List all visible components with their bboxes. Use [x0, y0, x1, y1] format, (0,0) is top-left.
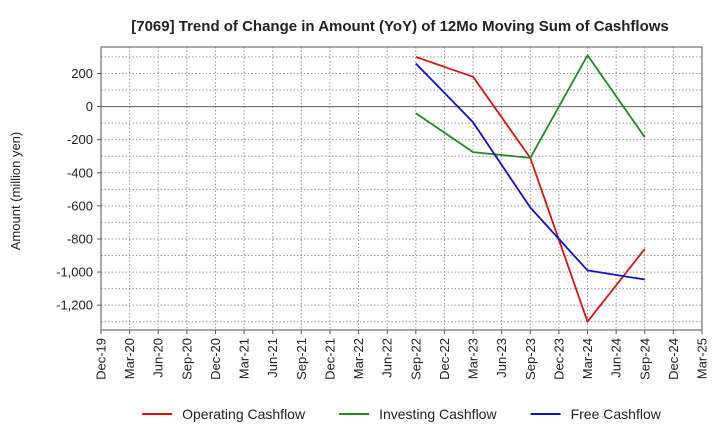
legend-item-operating-cashflow: Operating Cashflow: [142, 406, 306, 422]
y-tick-label: -600: [67, 198, 93, 213]
x-tick-label: Sep-24: [637, 338, 652, 380]
x-tick-label: Mar-25: [695, 338, 710, 379]
legend: Operating Cashflow Investing Cashflow Free…: [142, 406, 662, 422]
legend-label: Investing Cashflow: [379, 406, 497, 422]
x-tick-label: Dec-19: [94, 338, 109, 380]
x-tick-label: Mar-22: [351, 338, 366, 379]
y-tick-label: -1,000: [56, 265, 93, 280]
y-tick-label: -1,200: [56, 298, 93, 313]
x-tick-label: Mar-20: [122, 338, 137, 379]
y-tick-label: -400: [67, 165, 93, 180]
series-line-free-cashflow: [415, 62, 645, 281]
x-tick-label: Mar-23: [466, 338, 481, 379]
y-axis-label: Amount (million yen): [8, 132, 23, 251]
x-tick-label: Sep-23: [523, 338, 538, 380]
chart-title: [7069] Trend of Change in Amount (YoY) o…: [131, 18, 669, 35]
x-tick-label: Sep-21: [294, 338, 309, 380]
plot-area-frame: [100, 46, 703, 331]
legend-label: Operating Cashflow: [182, 406, 306, 422]
x-tick-label: Dec-24: [666, 338, 681, 380]
series-lines: [415, 54, 646, 323]
x-tick-label: Dec-20: [208, 338, 223, 380]
x-tick-label: Mar-24: [580, 338, 595, 379]
y-tick-label: -800: [67, 231, 93, 246]
x-tick-label: Sep-22: [408, 338, 423, 380]
x-tick-label: Mar-21: [237, 338, 252, 379]
x-tick-label: Jun-23: [494, 338, 509, 378]
y-tick-label: -200: [67, 132, 93, 147]
legend-item-free-cashflow: Free Cashflow: [530, 406, 662, 422]
x-tick-label: Jun-22: [380, 338, 395, 378]
legend-item-investing-cashflow: Investing Cashflow: [339, 406, 497, 422]
grid-lines: [100, 47, 703, 330]
x-tick-label: Jun-20: [151, 338, 166, 378]
x-tick-label: Dec-21: [322, 338, 337, 380]
x-tick-label: Sep-20: [179, 338, 194, 380]
series-line-investing-cashflow: [415, 54, 646, 159]
x-axis-ticks: Dec-19 Mar-20 Jun-20 Sep-20 Dec-20 Mar-21 Jun-…: [94, 330, 710, 380]
x-tick-label: Dec-22: [437, 338, 452, 380]
legend-label: Free Cashflow: [571, 406, 662, 422]
x-tick-label: Jun-21: [265, 338, 280, 378]
y-tick-label: 200: [71, 66, 93, 81]
y-axis-ticks: 200 0 -200 -400 -600 -800 -1,000 -1,200: [56, 66, 101, 313]
x-tick-label: Dec-23: [551, 338, 566, 380]
y-tick-label: 0: [86, 99, 93, 114]
x-tick-label: Jun-24: [609, 338, 624, 378]
